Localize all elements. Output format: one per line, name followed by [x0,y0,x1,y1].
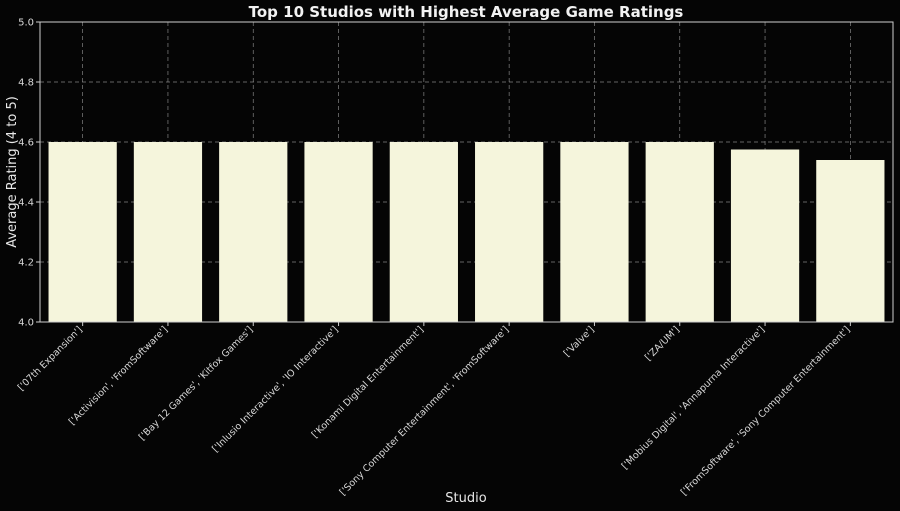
y-axis-label: Average Rating (4 to 5) [5,96,20,248]
x-axis-label: Studio [445,491,486,506]
x-tick-label: ['FromSoftware', 'Sony Computer Entertai… [679,324,853,498]
bar [389,142,458,322]
y-tick-label: 4.8 [18,78,34,89]
bar [219,142,288,322]
x-tick-label: ['07th Expansion'] [16,324,85,393]
y-tick-label: 4.2 [18,258,34,269]
bars-layer [48,142,885,322]
y-ticks: 4.0 4.2 4.4 4.6 4.8 5.0 [18,18,40,329]
y-tick-label: 4.6 [18,138,34,149]
x-ticks: ['07th Expansion']['Activision', 'FromSo… [16,322,853,498]
bar [816,160,885,322]
x-tick-label: ['Mobius Digital', 'Annapurna Interactiv… [620,324,767,471]
bar [560,142,629,322]
y-tick-label: 4.4 [18,198,34,209]
bar [133,142,203,322]
bar [645,142,714,322]
x-tick-label: ['Valve'] [562,324,597,359]
y-tick-label: 4.0 [18,318,34,329]
x-tick-label: ['ZA/UM'] [643,324,682,363]
bar [304,142,373,322]
x-tick-label: ['Activision', 'FromSoftware'] [67,324,170,427]
plot-frame [39,21,894,323]
bar [48,142,117,322]
bar [730,149,800,322]
chart-title: Top 10 Studios with Highest Average Game… [249,3,684,21]
bar [475,142,544,322]
y-tick-label: 5.0 [18,18,34,29]
x-tick-label: ['Sony Computer Entertainment', 'FromSof… [338,324,512,498]
